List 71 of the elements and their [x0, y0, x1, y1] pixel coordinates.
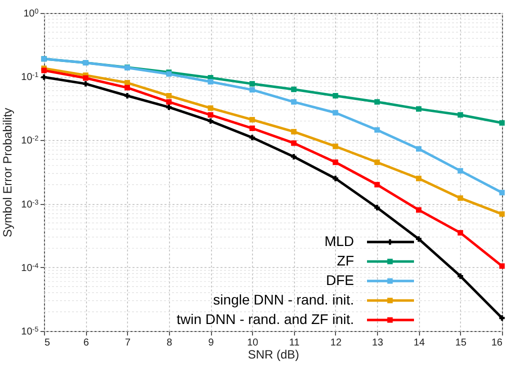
point	[416, 146, 422, 152]
legend-label: MLD	[324, 233, 354, 249]
y-tick-label: 10$^{-1}$	[21, 72, 39, 84]
point	[124, 80, 130, 86]
x-tick-label: 14	[414, 338, 426, 348]
point	[249, 134, 255, 140]
x-tick-label: 15	[455, 338, 467, 348]
x-tick-label: 11	[289, 338, 300, 348]
point	[374, 160, 380, 165]
point	[332, 160, 338, 165]
y-tick-label: 10$^{0}$	[23, 8, 39, 20]
x-tick-label: 8	[166, 338, 173, 348]
point	[416, 106, 422, 112]
point	[124, 84, 130, 90]
point	[249, 116, 255, 122]
x-tick-label: 7	[124, 338, 131, 348]
point	[124, 93, 130, 98]
point	[332, 93, 338, 98]
point	[291, 140, 297, 146]
x-tick-label: 10	[247, 338, 259, 348]
point	[249, 81, 255, 87]
y-axis-title: Symbol Error Probability	[0, 108, 14, 238]
point	[458, 168, 464, 174]
point	[208, 118, 214, 124]
point	[208, 112, 214, 118]
point	[374, 99, 380, 105]
point	[82, 75, 88, 81]
legend-label: ZF	[336, 252, 354, 268]
x-tick-label: 12	[330, 338, 342, 348]
point	[291, 154, 297, 160]
point	[416, 236, 422, 242]
x-axis-title: SNR (dB)	[248, 348, 300, 362]
x-tick-label: 9	[208, 338, 214, 348]
point	[458, 273, 464, 279]
point	[82, 81, 88, 87]
point	[166, 93, 172, 98]
point	[374, 127, 380, 133]
x-tick-label: 5	[44, 338, 50, 348]
point	[458, 112, 464, 118]
point	[291, 86, 297, 92]
point	[374, 182, 380, 188]
point	[166, 104, 172, 110]
x-tick-label: 16	[491, 338, 503, 348]
y-tick-label: 10$^{-5}$	[21, 326, 39, 338]
point	[458, 230, 464, 236]
point	[499, 190, 505, 196]
x-tick-label: 13	[372, 338, 384, 348]
point	[249, 126, 255, 132]
point	[249, 87, 255, 93]
point	[499, 263, 505, 269]
x-tick-label: 6	[83, 338, 90, 348]
y-tick-label: 10$^{-4}$	[21, 262, 39, 274]
point	[208, 105, 214, 111]
point	[499, 211, 505, 217]
point	[291, 128, 297, 134]
legend-label: twin DNN - rand. and ZF init.	[176, 311, 354, 327]
point	[499, 120, 505, 126]
point	[374, 204, 380, 210]
y-tick-label: 10$^{-2}$	[21, 135, 39, 147]
point	[208, 79, 214, 84]
point	[332, 110, 338, 116]
point	[332, 144, 338, 150]
point	[166, 99, 172, 105]
point	[416, 176, 422, 182]
point	[291, 99, 297, 105]
point	[416, 207, 422, 213]
point	[41, 74, 47, 80]
point	[458, 195, 464, 201]
legend-label: single DNN - rand. init.	[213, 292, 354, 308]
legend-label: DFE	[326, 272, 354, 288]
y-tick-label: 10$^{-3}$	[21, 198, 39, 210]
